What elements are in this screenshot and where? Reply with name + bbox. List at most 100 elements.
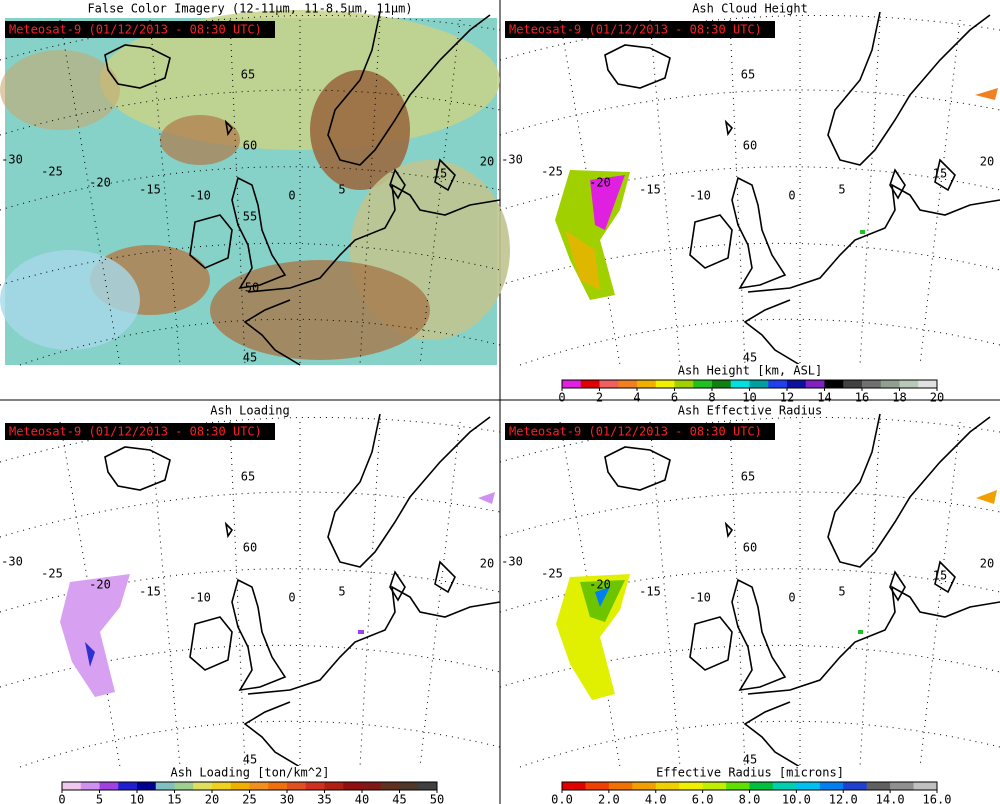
colorbar-segment [118,782,138,790]
grid-label: -30 [1,555,23,569]
grid-label: 15 [933,167,947,181]
colorbar-segment [618,380,638,388]
colorbar-segment [230,782,250,790]
colorbar-segment [824,380,844,388]
colorbar-segment [674,380,694,388]
colorbar-tick-label: 15 [167,793,181,804]
timestamp-box [505,423,775,440]
colorbar-segment [399,782,419,790]
colorbar-segment [174,782,194,790]
grid-label: -15 [639,585,661,599]
colorbar-tick-label: 8 [708,391,715,405]
colorbar-segment [193,782,213,790]
colorbar-segment [796,782,821,790]
colorbar-segment [712,380,732,388]
colorbar-segment [287,782,307,790]
colorbar-segment [343,782,363,790]
colorbar-segment [693,380,713,388]
colorbar-tick-label: 0 [58,793,65,804]
ash-plume [60,492,495,697]
colorbar-label-bg [180,766,320,780]
grid-label: 60 [743,541,757,555]
colorbar-tick-label: 18 [892,391,906,405]
grid-label: -30 [501,153,523,167]
colorbar-tick-label: 6.0 [692,793,714,804]
colorbar-segment [805,380,825,388]
panel-title: False Color Imagery (12-11μm, 11-8.5μm, … [87,2,412,16]
panel: Ash Cloud Height Meteosat-9 (01/12/2013 -… [499,2,1000,405]
colorbar-tick-label: 10 [130,793,144,804]
colorbar-tick-label: 20 [930,391,944,405]
colorbar-label-bg [680,766,820,780]
colorbar-segment [99,782,119,790]
colorbar-segment [155,782,175,790]
colorbar-segment [580,380,600,388]
grid-label: 60 [743,139,757,153]
colorbar-tick-label: 8.0 [739,793,761,804]
grid-label: -15 [139,585,161,599]
colorbar-tick-label: 40 [355,793,369,804]
colorbar-segment [702,782,727,790]
colorbar-segment [866,782,891,790]
colorbar-segment [608,782,633,790]
colorbar-segment [62,782,82,790]
grid-label: 45 [743,753,757,767]
colorbar-segment [726,782,750,790]
grid-label: 45 [243,351,257,365]
colorbar-segment [562,380,582,388]
colorbar-segment [632,782,657,790]
colorbar-tick-label: 35 [317,793,331,804]
grid-label: 15 [933,569,947,583]
grid-label: 45 [743,351,757,365]
colorbar-tick-label: 2.0 [598,793,620,804]
panel-title: Ash Cloud Height [692,2,808,16]
grid-label: 0 [288,591,295,605]
grid-label: -20 [89,578,111,592]
colorbar-label: Ash Loading [ton/km^2] [171,766,330,780]
colorbar-segment [819,782,844,790]
colorbar-segment [749,782,774,790]
grid-label: -10 [189,591,211,605]
colorbar-tick-label: 12 [780,391,794,405]
timestamp-box [505,21,775,38]
false-color-image [0,10,510,365]
colorbar-tick-label: 5 [96,793,103,804]
colorbar-segment [637,380,657,388]
colorbar-segment [562,782,586,790]
grid-label: 60 [243,541,257,555]
grid-label: 5 [838,183,845,197]
colorbar-segment [899,380,919,388]
grid-label: 50 [245,281,259,295]
grid-label: -15 [639,183,661,197]
colorbar-segment [249,782,269,790]
grid-label: 20 [980,155,994,169]
colorbar-segment [585,782,610,790]
timestamp-box [5,21,275,38]
colorbar-segment [843,782,867,790]
colorbar-tick-label: 0.0 [551,793,573,804]
grid-label: -25 [541,165,563,179]
colorbar-tick-label: 10 [742,391,756,405]
grid-label: 65 [741,68,755,82]
panel-title: Ash Effective Radius [678,404,823,418]
colorbar-tick-label: 2 [596,391,603,405]
grid-label: 60 [243,139,257,153]
colorbar-segment [324,782,344,790]
grid-label: -20 [589,578,611,592]
timestamp: Meteosat-9 (01/12/2013 - 08:30 UTC) [9,425,262,439]
grid-label: 0 [788,189,795,203]
grid-label: 45 [243,753,257,767]
colorbar-label-bg [680,364,820,378]
colorbar-tick-label: 20 [205,793,219,804]
colorbar-segment [787,380,807,388]
grid-label: 20 [980,557,994,571]
colorbar-segment [918,380,938,388]
colorbar-tick-label: 6 [671,391,678,405]
colorbar-segment [655,782,680,790]
colorbar-tick-label: 25 [242,793,256,804]
colorbar-tick-label: 16 [855,391,869,405]
colorbar-label: Ash Height [km, ASL] [678,364,823,378]
colorbar-tick-label: 4 [633,391,640,405]
timestamp: Meteosat-9 (01/12/2013 - 08:30 UTC) [9,23,262,37]
colorbar-tick-label: 4.0 [645,793,667,804]
